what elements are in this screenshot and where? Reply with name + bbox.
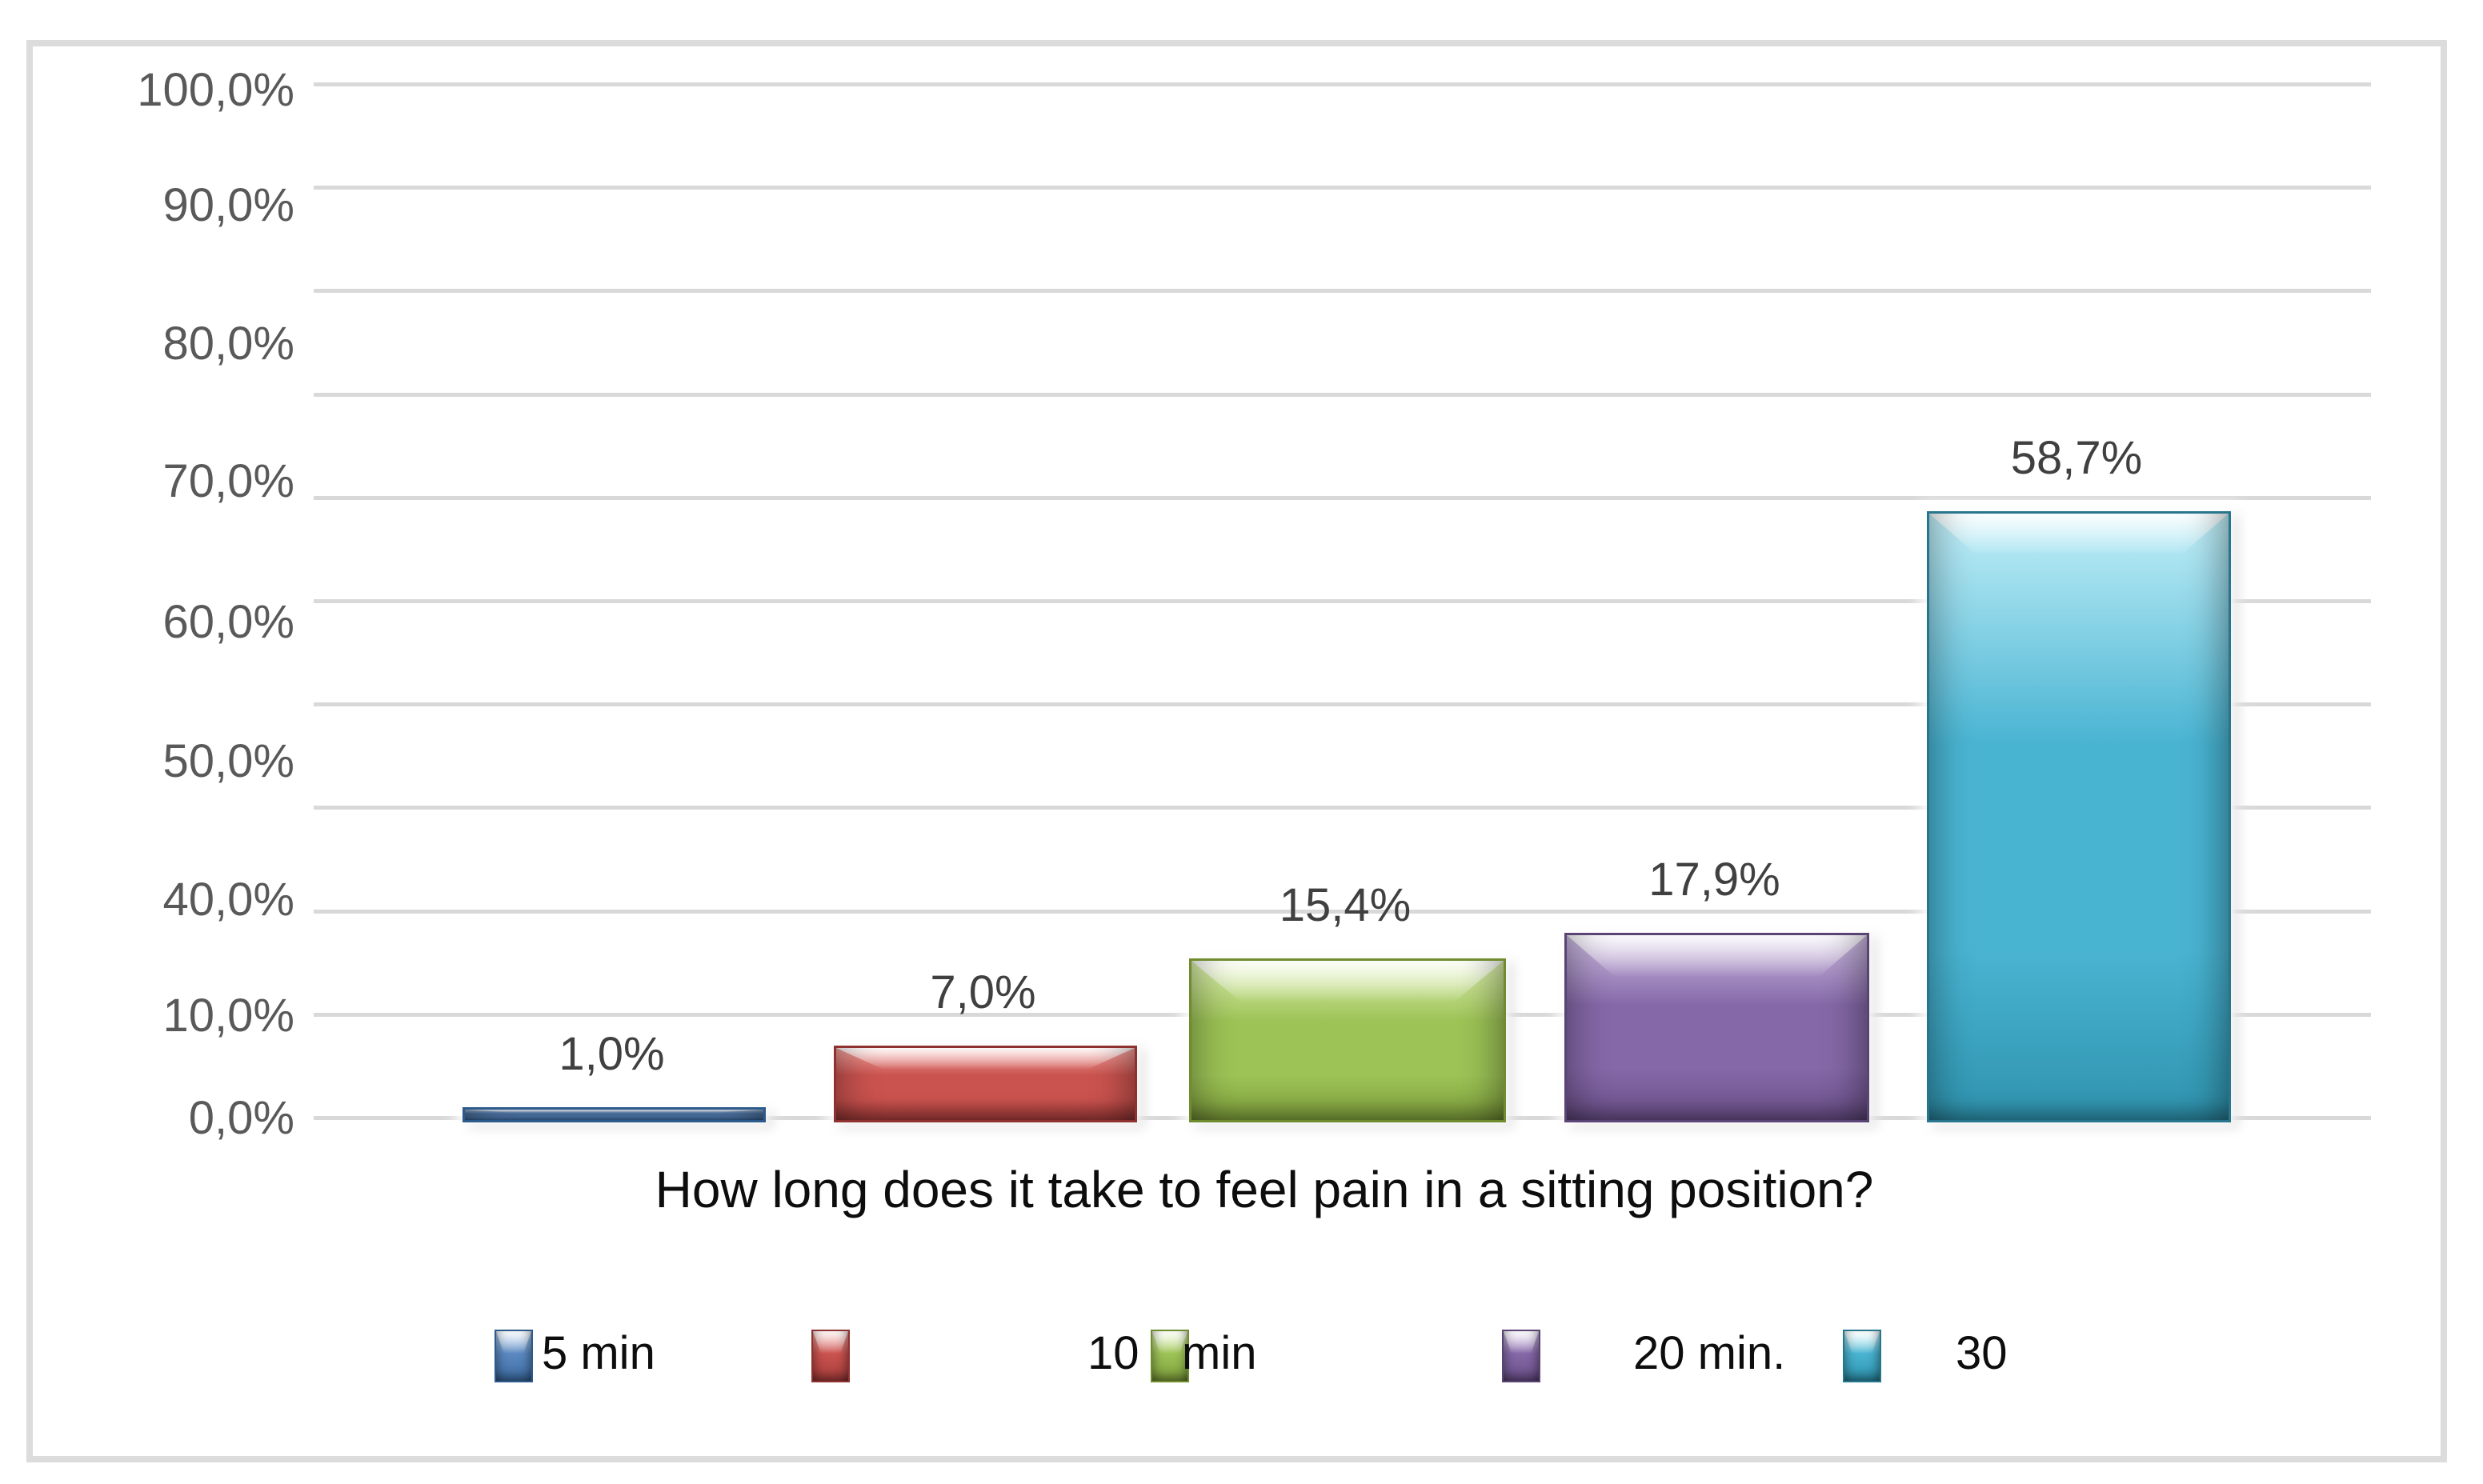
x-axis-title: How long does it take to feel pain in a …: [655, 1161, 1874, 1218]
chart-frame: [26, 40, 2447, 1462]
